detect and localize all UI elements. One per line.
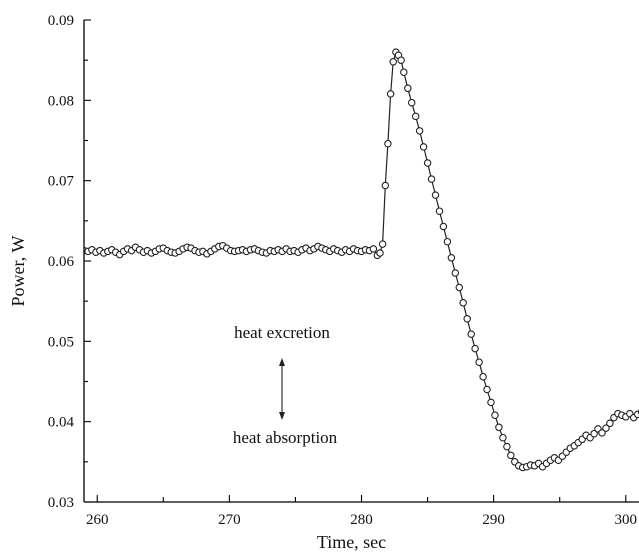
data-point (427, 175, 436, 183)
plot-area (84, 48, 639, 472)
double-arrow-icon (279, 358, 285, 420)
data-point (463, 315, 471, 323)
x-tick-label: 260 (86, 512, 109, 528)
data-point (633, 410, 639, 419)
data-point (507, 451, 515, 460)
data-point (495, 423, 503, 432)
data-point (411, 112, 420, 121)
data-point (378, 240, 387, 248)
data-point (499, 433, 507, 442)
data-point (443, 237, 452, 246)
data-point (384, 139, 392, 148)
data-point (491, 411, 499, 419)
y-tick-label: 0.03 (48, 495, 74, 511)
data-point (503, 442, 511, 451)
data-point (381, 181, 390, 190)
data-point (459, 299, 467, 307)
y-axis-title: Power, W (8, 236, 28, 307)
data-point (431, 191, 440, 199)
ticks: 0.03 0.04 0.05 0.06 0.07 0.08 0.09 260 270 280 290… (48, 13, 637, 528)
y-tick-label: 0.07 (48, 174, 75, 190)
heat-excretion-annotation: heat excretion (234, 323, 330, 342)
data-point (467, 330, 475, 338)
data-point (590, 429, 598, 438)
data-point (389, 58, 397, 66)
labels: Time, sec Power, W heat excretion heat a… (8, 236, 386, 552)
data-point (447, 254, 456, 262)
data-point (397, 56, 405, 64)
axes (83, 20, 639, 503)
data-point (487, 398, 495, 407)
x-tick-label: 270 (218, 512, 241, 528)
series-line (84, 50, 639, 469)
data-point (386, 90, 395, 98)
data-point (419, 143, 428, 151)
y-tick-label: 0.05 (48, 334, 74, 350)
data-point (455, 283, 464, 292)
data-point (439, 222, 448, 231)
data-point (369, 245, 378, 253)
x-tick-label: 290 (482, 512, 505, 528)
data-point (400, 68, 408, 76)
data-point (598, 429, 606, 437)
x-tick-label: 280 (350, 512, 373, 528)
data-point (451, 269, 460, 277)
data-point (376, 249, 384, 257)
data-point (404, 84, 412, 93)
data-point (435, 207, 444, 215)
y-tick-label: 0.06 (48, 254, 75, 270)
data-point (475, 358, 483, 366)
y-tick-label: 0.09 (48, 13, 74, 29)
data-point (479, 372, 487, 381)
data-point (483, 385, 491, 394)
x-axis-title: Time, sec (317, 532, 386, 552)
data-point (407, 98, 416, 107)
y-tick-label: 0.04 (48, 415, 75, 431)
data-point (415, 127, 424, 135)
data-point (602, 424, 610, 432)
data-point (606, 419, 614, 428)
x-tick-label: 300 (615, 512, 638, 528)
data-point (471, 344, 479, 353)
heat-absorption-annotation: heat absorption (233, 428, 338, 447)
data-point (423, 159, 432, 167)
y-tick-label: 0.08 (48, 93, 74, 109)
